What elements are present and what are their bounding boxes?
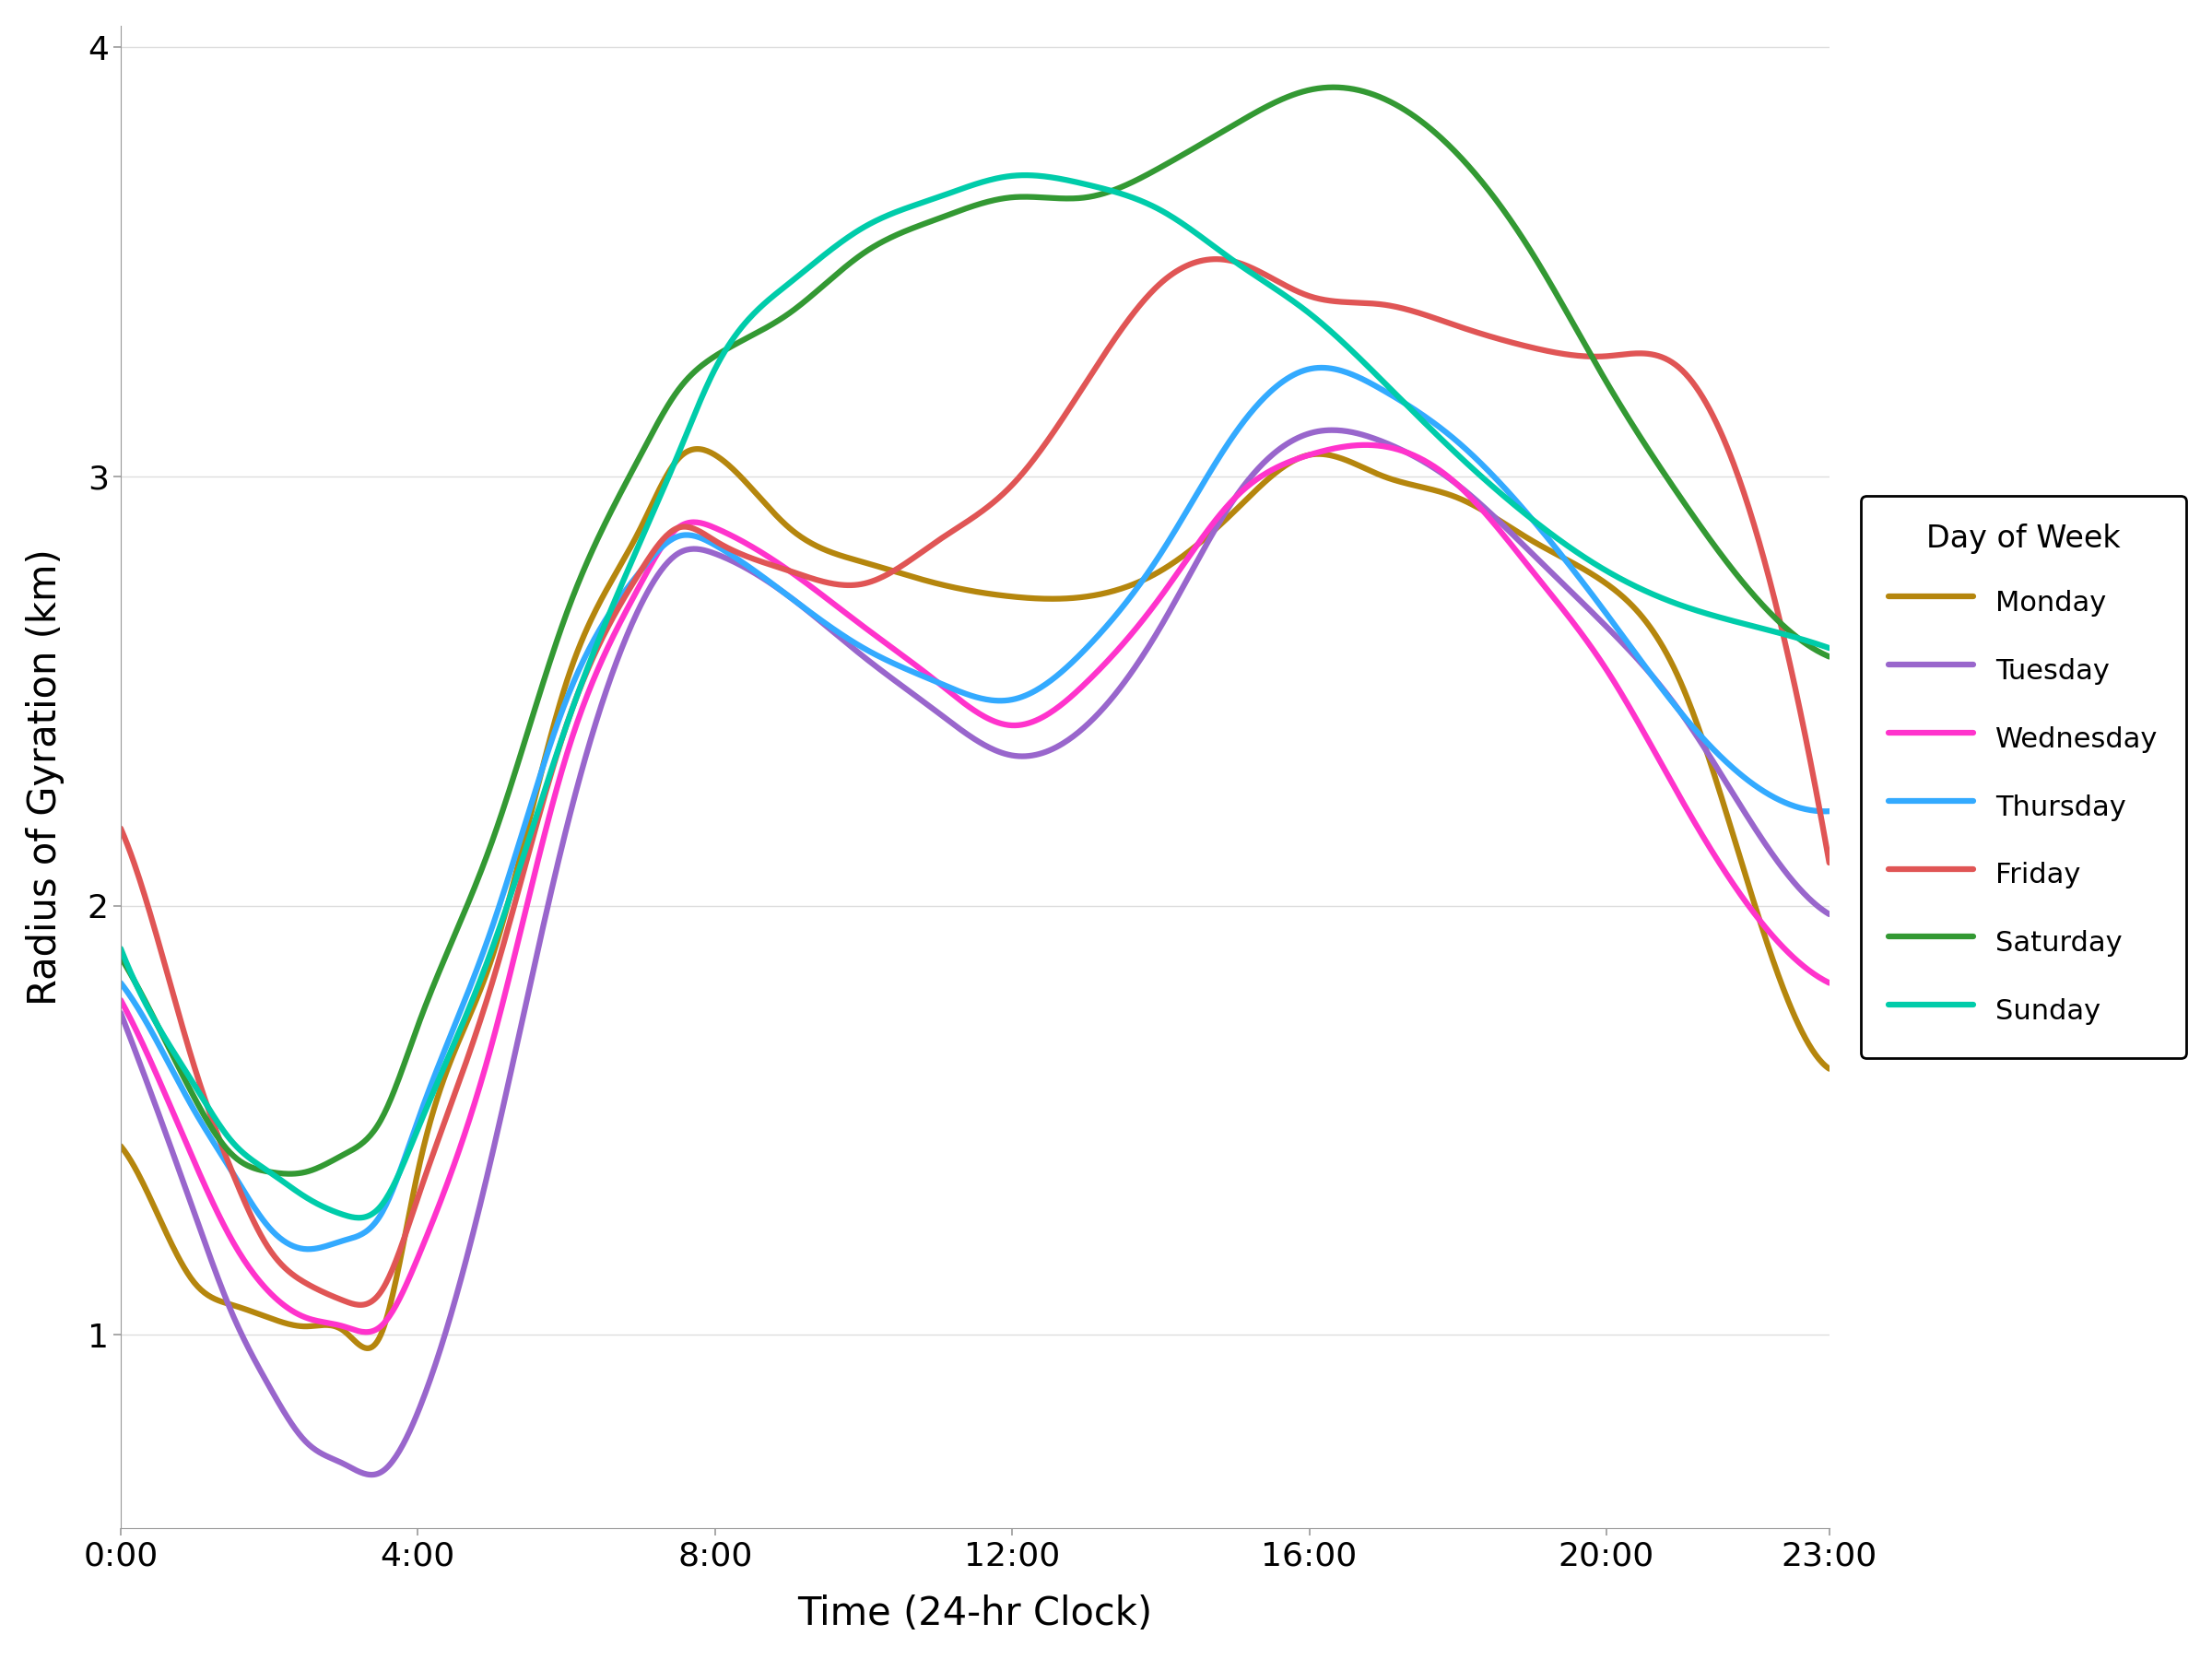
Thursday: [1473, 460, 1500, 479]
Thursday: [863, 644, 889, 664]
Wednesday: [1352, 435, 1378, 455]
Sunday: [801, 254, 827, 274]
Wednesday: [1442, 474, 1469, 494]
Tuesday: [281, 1418, 307, 1438]
Wednesday: [1473, 506, 1500, 526]
Tuesday: [1318, 420, 1345, 440]
Saturday: [863, 236, 889, 255]
Wednesday: [352, 1322, 378, 1342]
Monday: [1285, 450, 1312, 469]
Friday: [863, 571, 889, 591]
Sunday: [1473, 471, 1500, 491]
Wednesday: [1816, 972, 1843, 992]
Line: Sunday: Sunday: [122, 176, 1829, 1218]
Thursday: [801, 604, 827, 624]
Tuesday: [801, 606, 827, 625]
Monday: [281, 1316, 307, 1335]
Friday: [1473, 325, 1500, 345]
Tuesday: [863, 655, 889, 675]
Tuesday: [358, 1465, 385, 1485]
Saturday: [1283, 85, 1310, 105]
Monday: [354, 1339, 380, 1359]
Friday: [1816, 853, 1843, 873]
Y-axis label: Radius of Gyration (km): Radius of Gyration (km): [27, 549, 64, 1005]
Saturday: [108, 947, 135, 967]
Thursday: [1442, 431, 1469, 451]
Wednesday: [801, 579, 827, 599]
Friday: [801, 569, 827, 589]
Line: Friday: Friday: [122, 259, 1829, 1306]
Saturday: [276, 1165, 303, 1185]
Line: Tuesday: Tuesday: [122, 430, 1829, 1475]
Line: Thursday: Thursday: [122, 368, 1829, 1249]
Friday: [281, 1266, 307, 1286]
Wednesday: [108, 990, 135, 1010]
Monday: [1816, 1058, 1843, 1078]
Friday: [108, 818, 135, 838]
Sunday: [1816, 639, 1843, 659]
Sunday: [281, 1180, 307, 1199]
Saturday: [1816, 647, 1843, 667]
Sunday: [863, 211, 889, 231]
Tuesday: [1816, 904, 1843, 924]
Sunday: [1013, 166, 1040, 186]
Saturday: [1321, 78, 1347, 98]
Monday: [801, 536, 827, 556]
Friday: [1442, 315, 1469, 335]
Monday: [108, 1136, 135, 1156]
Monday: [1473, 503, 1500, 523]
X-axis label: Time (24-hr Clock): Time (24-hr Clock): [799, 1594, 1152, 1634]
Sunday: [1285, 294, 1312, 314]
Friday: [1285, 282, 1312, 302]
Wednesday: [863, 625, 889, 645]
Monday: [1442, 488, 1469, 508]
Thursday: [296, 1239, 323, 1259]
Sunday: [1442, 443, 1469, 463]
Legend: Monday, Tuesday, Wednesday, Thursday, Friday, Saturday, Sunday: Monday, Tuesday, Wednesday, Thursday, Fr…: [1860, 496, 2185, 1058]
Saturday: [283, 1163, 310, 1183]
Monday: [684, 440, 710, 460]
Tuesday: [1283, 430, 1310, 450]
Sunday: [108, 939, 135, 959]
Monday: [863, 556, 889, 576]
Line: Monday: Monday: [122, 450, 1829, 1349]
Friday: [347, 1296, 374, 1316]
Sunday: [345, 1208, 372, 1228]
Saturday: [1473, 179, 1500, 199]
Tuesday: [108, 1004, 135, 1024]
Line: Wednesday: Wednesday: [122, 445, 1829, 1332]
Friday: [1201, 249, 1228, 269]
Wednesday: [281, 1302, 307, 1322]
Wednesday: [1283, 450, 1310, 469]
Thursday: [1307, 358, 1334, 378]
Tuesday: [1473, 501, 1500, 521]
Thursday: [1283, 363, 1310, 383]
Saturday: [801, 284, 827, 304]
Thursday: [281, 1238, 307, 1258]
Saturday: [1442, 143, 1469, 163]
Thursday: [1816, 801, 1843, 821]
Tuesday: [1442, 474, 1469, 494]
Thursday: [108, 972, 135, 992]
Line: Saturday: Saturday: [122, 88, 1829, 1175]
